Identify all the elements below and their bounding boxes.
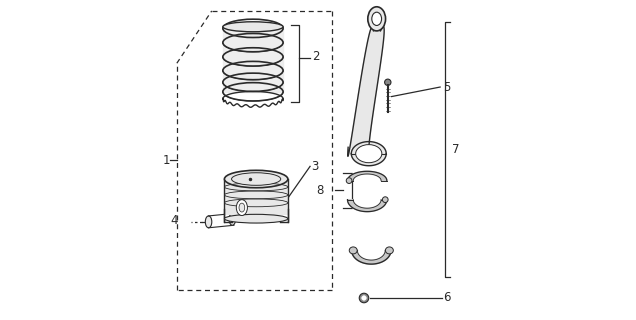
Ellipse shape	[346, 178, 352, 183]
Polygon shape	[223, 28, 283, 92]
Ellipse shape	[385, 247, 393, 254]
Polygon shape	[351, 154, 386, 166]
Text: 7: 7	[452, 143, 460, 156]
Polygon shape	[351, 142, 386, 154]
Text: 4: 4	[170, 214, 178, 227]
Text: 1: 1	[163, 154, 170, 166]
Ellipse shape	[359, 293, 369, 303]
Ellipse shape	[232, 173, 280, 185]
Text: 2: 2	[312, 51, 319, 63]
Ellipse shape	[205, 216, 212, 228]
Ellipse shape	[372, 12, 382, 26]
Ellipse shape	[362, 296, 366, 300]
Ellipse shape	[229, 213, 235, 225]
Ellipse shape	[356, 145, 382, 163]
Polygon shape	[352, 251, 391, 264]
Ellipse shape	[225, 170, 288, 188]
Ellipse shape	[237, 200, 247, 215]
Text: 5: 5	[443, 81, 451, 93]
Polygon shape	[348, 27, 384, 156]
Polygon shape	[347, 200, 387, 212]
Ellipse shape	[385, 79, 391, 85]
Text: 8: 8	[316, 184, 324, 196]
Ellipse shape	[225, 214, 288, 223]
Ellipse shape	[349, 247, 357, 254]
Ellipse shape	[239, 203, 245, 212]
Bar	[225, 179, 288, 215]
Ellipse shape	[382, 197, 388, 203]
Ellipse shape	[368, 7, 385, 31]
Ellipse shape	[223, 22, 283, 32]
Text: 6: 6	[443, 292, 451, 305]
Polygon shape	[347, 171, 387, 180]
Text: 3: 3	[312, 160, 319, 173]
